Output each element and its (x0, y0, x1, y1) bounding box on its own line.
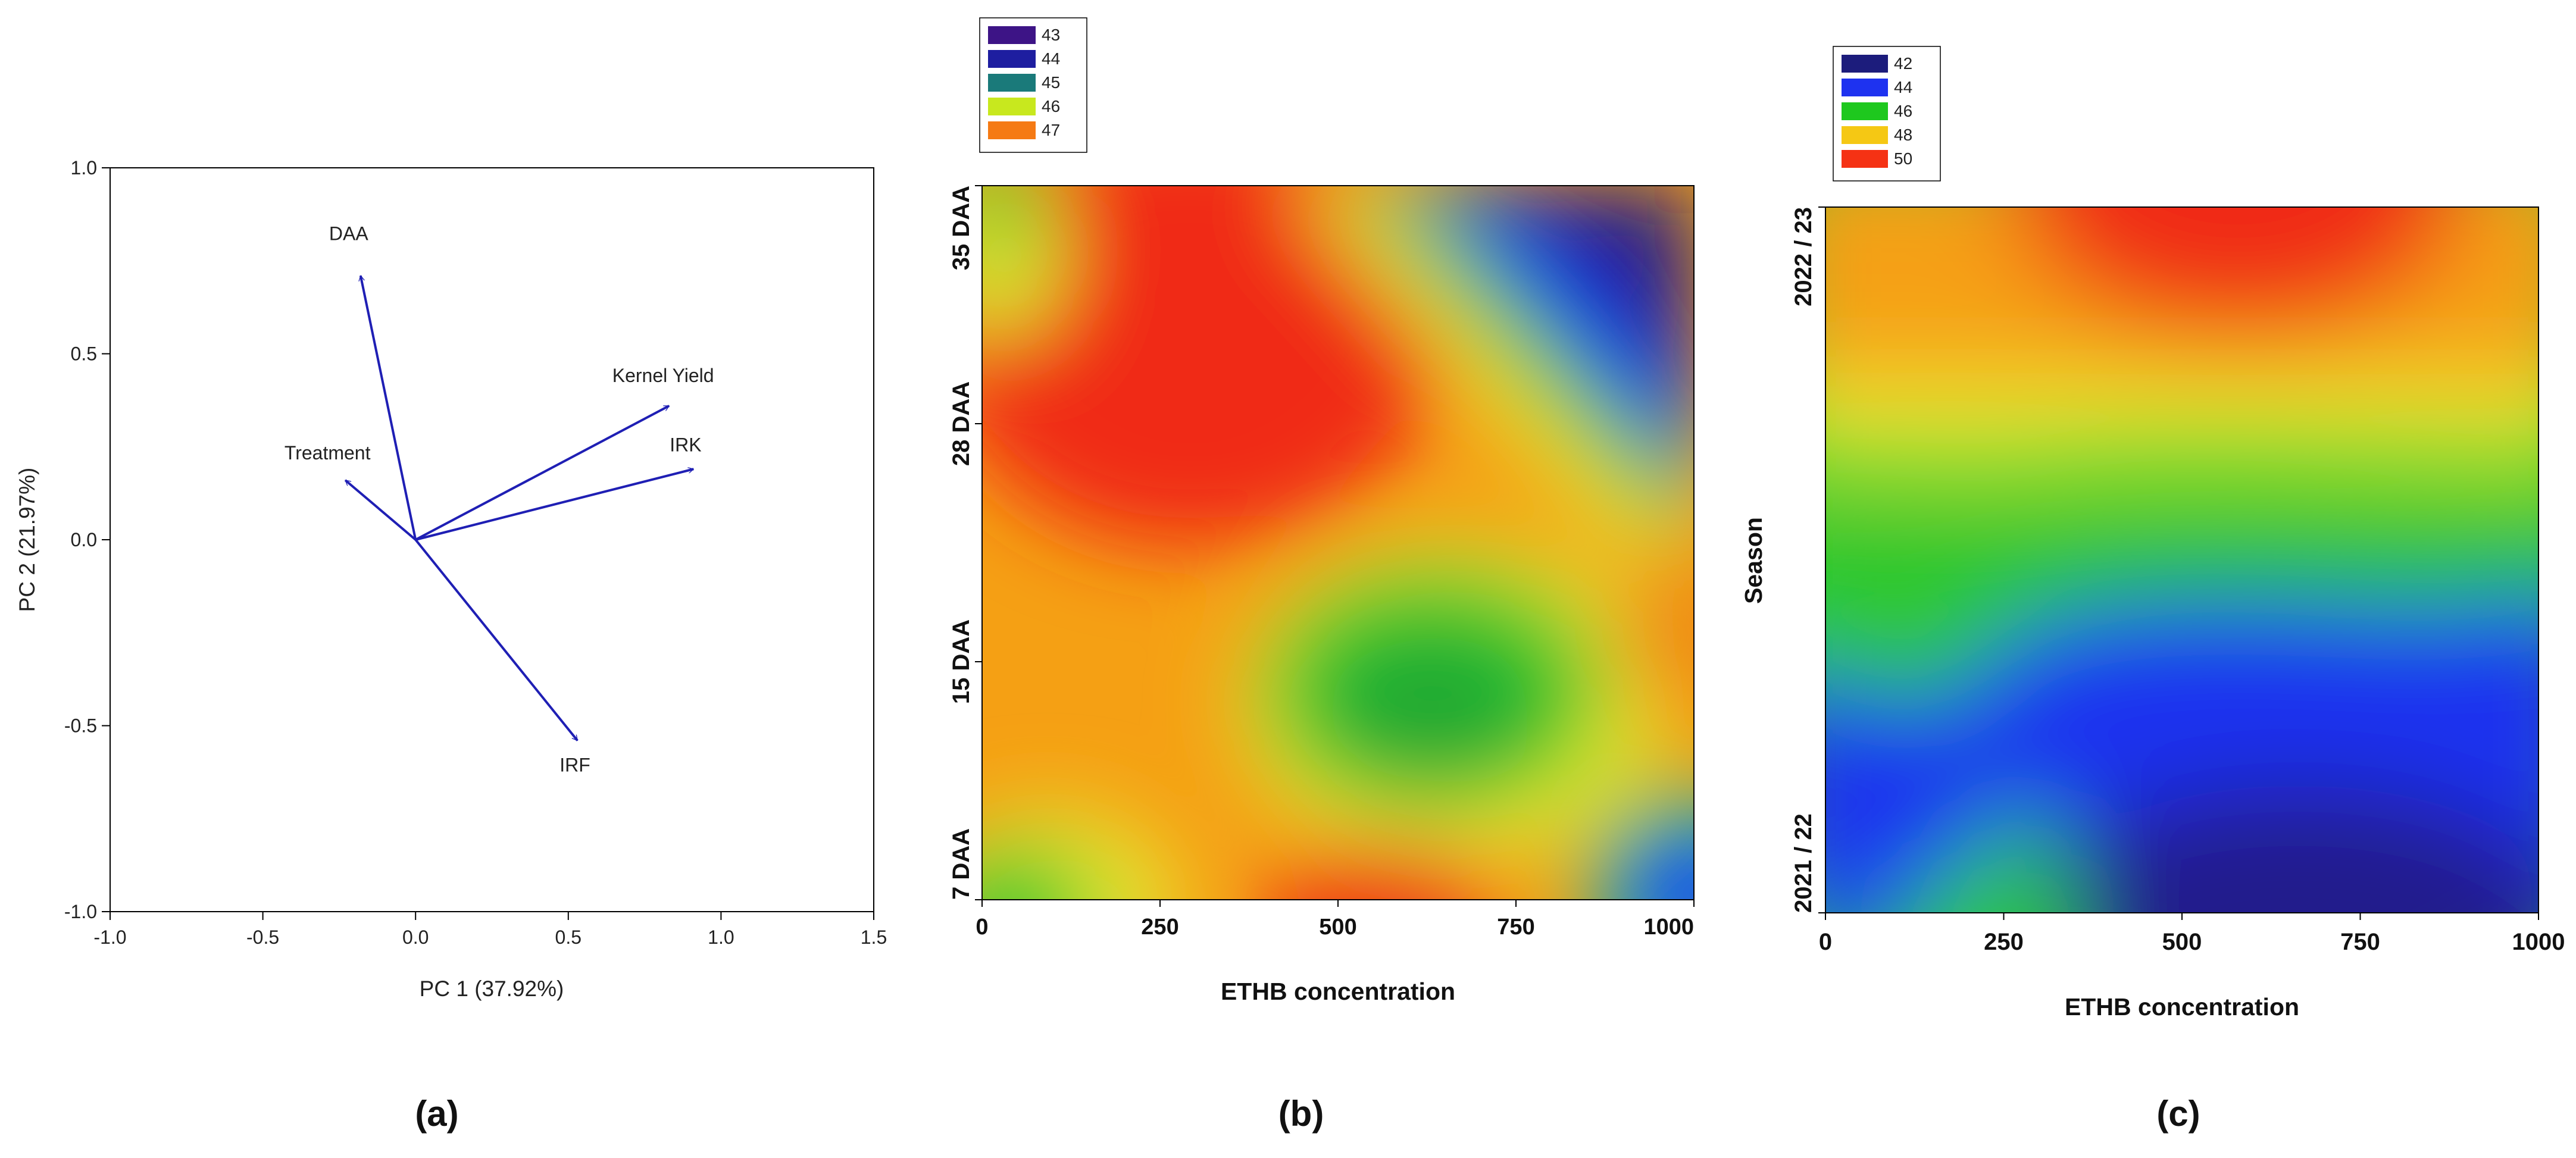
heatmap-c-x-tick-label: 250 (1984, 929, 2024, 955)
biplot-x-tick-label: -1.0 (93, 927, 126, 948)
vector-irf (414, 539, 579, 741)
heatmap-b-y-tick-label: 15 DAA (948, 619, 974, 704)
legend-label: 46 (1894, 102, 1912, 120)
legend-label: 46 (1042, 97, 1060, 115)
vector-label: Kernel Yield (612, 365, 714, 386)
biplot-x-tick-label: -0.5 (246, 927, 279, 948)
heatmap-b-y-tick-label: 35 DAA (948, 186, 974, 270)
legend-swatch (988, 74, 1036, 92)
panel-label-c: (c) (2156, 1094, 2200, 1134)
legend-label: 50 (1894, 149, 1912, 168)
legend-swatch (988, 98, 1036, 115)
vector-label: IRF (559, 755, 590, 776)
biplot-y-tick-label: -0.5 (64, 715, 97, 737)
heatmap-c-panel: 42 44 46 48 50 0 250 500 750 1000 2021 / 22 2022 /… (1740, 46, 2565, 1021)
panel-label-a: (a) (415, 1094, 458, 1134)
heatmap-b-y-tick-label: 7 DAA (948, 828, 974, 900)
legend-swatch (1842, 150, 1888, 168)
biplot-x-tick-label: 1.5 (861, 927, 887, 948)
heatmap-c-y-tick-label: 2022 / 23 (1790, 207, 1817, 306)
vector-irk (415, 469, 693, 541)
legend-swatch (1842, 126, 1888, 144)
biplot-y-tick-label: 0.0 (71, 529, 97, 550)
heatmap-c-x-tick-label: 1000 (2512, 929, 2565, 955)
biplot-x-tick-label: 1.0 (708, 927, 734, 948)
legend-label: 42 (1894, 54, 1912, 73)
heatmap-b-x-tick-label: 750 (1497, 915, 1534, 940)
heatmap-c-x-tick-label: 0 (1819, 929, 1832, 955)
legend-swatch (1842, 79, 1888, 96)
biplot-x-axis-label: PC 1 (37.92%) (420, 977, 564, 1001)
heatmap-c-y-axis-label: Season (1740, 517, 1767, 604)
heatmap-c-x-tick-label: 750 (2340, 929, 2380, 955)
heatmap-c-x-tick-label: 500 (2162, 929, 2202, 955)
vector-label: IRK (670, 434, 701, 455)
biplot-frame (110, 167, 874, 912)
heatmap-b-y-tick-label: 28 DAA (948, 381, 974, 466)
legend-swatch (988, 50, 1036, 68)
heatmap-c-y-tick-label: 2021 / 22 (1790, 813, 1817, 913)
biplot-panel: -1.0 -0.5 0.0 0.5 1.0 1.5 1.0 0.5 0.0 -0.5 -1.0 DA… (15, 157, 887, 1001)
heatmap-c-legend: 42 44 46 48 50 (1833, 46, 1941, 181)
legend-swatch (988, 121, 1036, 139)
legend-label: 43 (1042, 26, 1060, 44)
vector-daa (361, 276, 417, 540)
legend-label: 44 (1894, 78, 1912, 96)
heatmap-b-x-tick-label: 1000 (1643, 915, 1694, 940)
heatmap-b-x-tick-label: 500 (1319, 915, 1356, 940)
biplot-x-tick-label: 0.5 (555, 927, 582, 948)
legend-label: 44 (1042, 49, 1060, 68)
panel-label-b: (b) (1278, 1094, 1324, 1134)
biplot-y-axis-label: PC 2 (21.97%) (15, 468, 39, 612)
legend-label: 47 (1042, 121, 1060, 139)
legend-swatch (1842, 55, 1888, 73)
legend-label: 48 (1894, 126, 1912, 144)
biplot-y-tick-label: 0.5 (71, 343, 97, 365)
heatmap-b-panel: 43 44 45 46 47 0 250 500 750 1000 7 DAA 15 DAA 28 D… (948, 17, 1695, 1005)
heatmap-c-x-axis-label: ETHB concentration (2065, 993, 2299, 1021)
vector-treatment (344, 479, 417, 541)
biplot-y-tick-label: 1.0 (71, 157, 97, 179)
vector-label: Treatment (285, 442, 371, 464)
legend-label: 45 (1042, 73, 1060, 92)
biplot-y-tick-label: -1.0 (64, 901, 97, 922)
heatmap-b-x-axis-label: ETHB concentration (1221, 978, 1455, 1005)
legend-swatch (988, 26, 1036, 44)
biplot-x-tick-label: 0.0 (402, 927, 429, 948)
heatmap-b-legend: 43 44 45 46 47 (979, 17, 1087, 153)
vector-label: DAA (329, 223, 368, 244)
legend-swatch (1842, 102, 1888, 120)
heatmap-b-x-tick-label: 250 (1141, 915, 1178, 940)
heatmap-b-x-tick-label: 0 (976, 915, 988, 940)
vector-kernel-yield (415, 405, 669, 541)
